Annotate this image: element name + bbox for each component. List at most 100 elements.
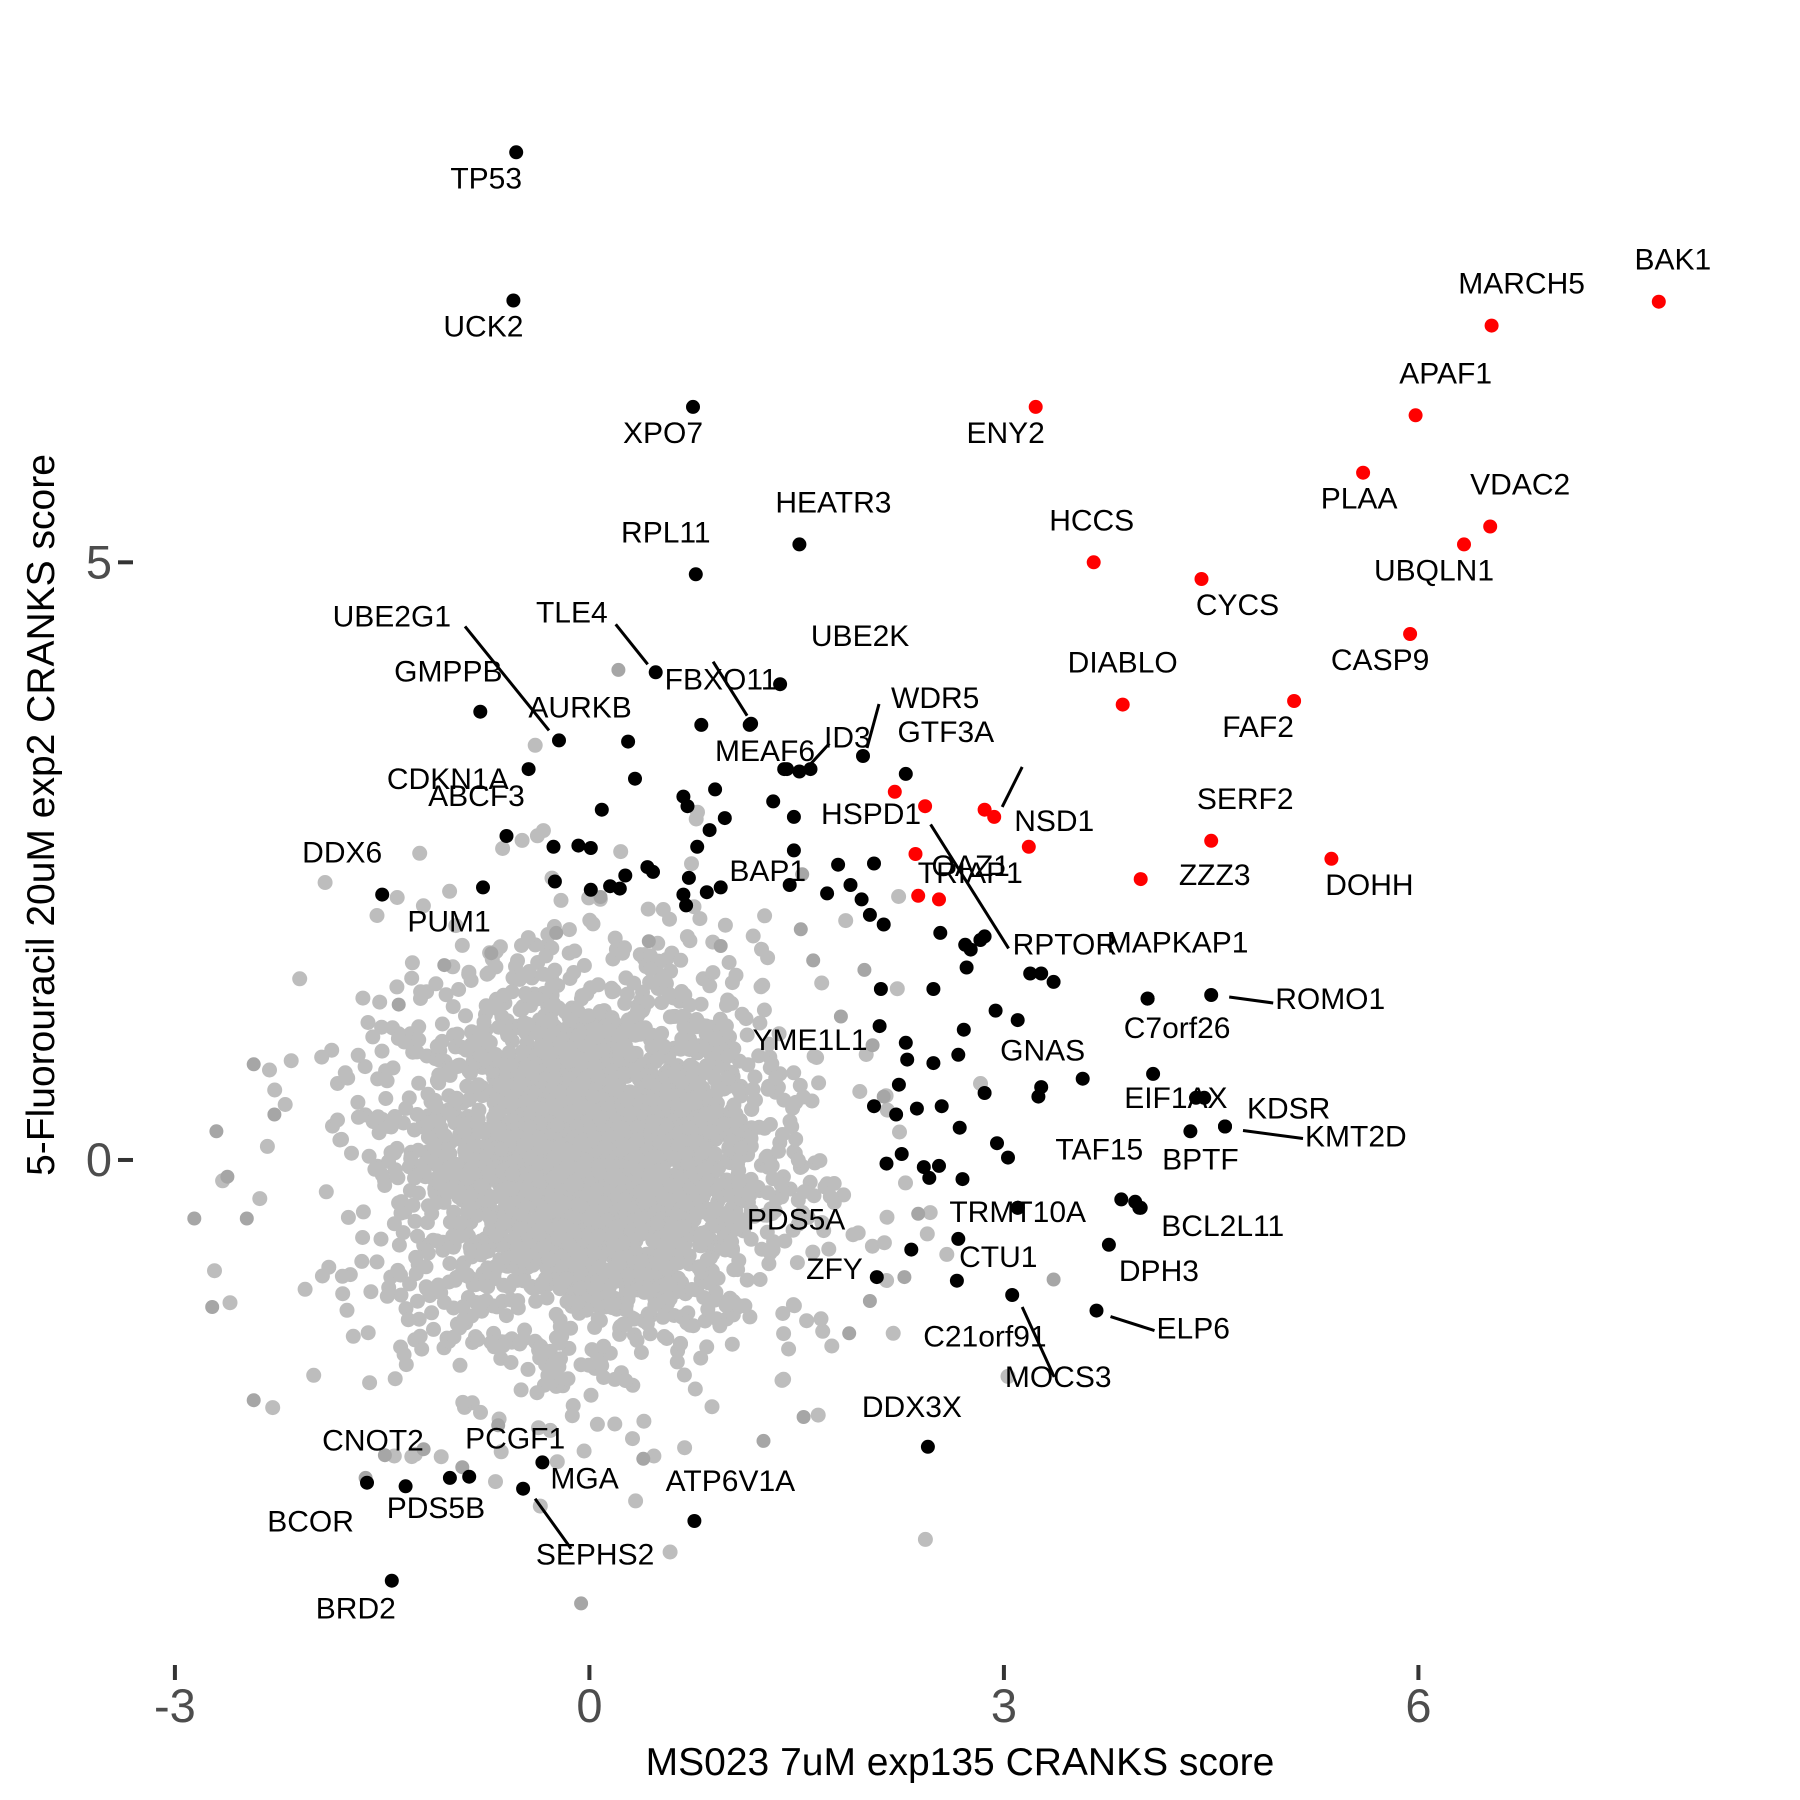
background-point bbox=[590, 1311, 606, 1327]
data-point bbox=[843, 878, 858, 892]
background-point bbox=[613, 844, 629, 860]
x-tick-label: 3 bbox=[991, 1679, 1017, 1732]
background-point bbox=[334, 1268, 350, 1284]
background-point bbox=[662, 911, 677, 927]
background-point bbox=[451, 1189, 467, 1205]
background-point bbox=[632, 1184, 648, 1200]
background-point bbox=[389, 890, 405, 905]
background-point bbox=[409, 1044, 425, 1060]
data-point bbox=[990, 1136, 1004, 1151]
background-point bbox=[1000, 1368, 1016, 1384]
background-point bbox=[581, 1008, 597, 1024]
background-point bbox=[546, 1071, 562, 1087]
background-point bbox=[415, 898, 431, 914]
background-point bbox=[503, 1355, 519, 1370]
data-point bbox=[897, 1270, 912, 1285]
label-sephs2: SEPHS2 bbox=[536, 1539, 654, 1572]
background-point bbox=[350, 1047, 366, 1063]
label-tle4: TLE4 bbox=[536, 596, 608, 629]
background-point bbox=[512, 1221, 528, 1237]
background-point bbox=[734, 1006, 750, 1022]
background-point bbox=[622, 1285, 638, 1301]
data-point bbox=[708, 782, 723, 797]
background-point bbox=[404, 1449, 420, 1465]
background-point bbox=[504, 1181, 520, 1197]
label-zzz3: ZZZ3 bbox=[1179, 859, 1251, 892]
background-point bbox=[373, 1231, 389, 1247]
background-point bbox=[723, 1233, 738, 1249]
point-id3 bbox=[792, 764, 807, 779]
background-point bbox=[811, 1075, 827, 1091]
data-point bbox=[891, 1077, 906, 1092]
background-point bbox=[433, 1067, 449, 1083]
background-point bbox=[616, 1066, 632, 1082]
leader-ube2g1 bbox=[463, 625, 551, 732]
data-point bbox=[209, 1124, 224, 1139]
background-point bbox=[673, 952, 689, 968]
background-point bbox=[876, 1235, 892, 1251]
background-point bbox=[629, 1132, 645, 1148]
background-point bbox=[416, 1163, 432, 1179]
background-point bbox=[805, 1244, 821, 1260]
background-point bbox=[428, 976, 444, 992]
background-point bbox=[752, 1272, 768, 1287]
background-point bbox=[850, 1225, 866, 1241]
data-point bbox=[1046, 1272, 1061, 1287]
background-point bbox=[581, 1035, 597, 1051]
background-point bbox=[494, 1216, 510, 1232]
background-point bbox=[411, 1019, 427, 1035]
background-point bbox=[604, 1074, 620, 1089]
label-abcf3: ABCF3 bbox=[428, 780, 525, 813]
background-point bbox=[470, 1332, 486, 1348]
data-point bbox=[611, 662, 626, 677]
background-point bbox=[583, 1387, 599, 1403]
data-point bbox=[246, 1057, 261, 1072]
label-bcl2l11: BCL2L11 bbox=[1161, 1210, 1284, 1243]
background-point bbox=[476, 1014, 492, 1030]
background-point bbox=[493, 1141, 509, 1157]
data-point bbox=[1001, 1150, 1015, 1165]
background-point bbox=[543, 1202, 559, 1218]
background-point bbox=[461, 966, 477, 982]
label-eny2: ENY2 bbox=[967, 417, 1045, 450]
point-oaz1 bbox=[908, 847, 923, 861]
background-point bbox=[775, 1306, 791, 1321]
background-point bbox=[608, 1273, 624, 1289]
label-gmppb: GMPPB bbox=[394, 656, 502, 689]
data-point bbox=[676, 887, 691, 902]
background-point bbox=[620, 1267, 636, 1283]
data-point bbox=[865, 1038, 880, 1053]
background-point bbox=[458, 1042, 474, 1058]
background-point bbox=[715, 1018, 731, 1034]
background-point bbox=[437, 1128, 453, 1144]
background-point bbox=[455, 1299, 471, 1315]
background-point bbox=[687, 1133, 703, 1149]
background-point bbox=[704, 1399, 720, 1415]
background-point bbox=[407, 1213, 423, 1229]
label-aurkb: AURKB bbox=[528, 692, 631, 725]
background-point bbox=[393, 1287, 409, 1303]
background-point bbox=[617, 1317, 633, 1333]
y-tick-label: 0 bbox=[86, 1133, 112, 1186]
data-point bbox=[437, 958, 452, 973]
background-point bbox=[523, 1186, 539, 1202]
point-hspd1 bbox=[918, 799, 933, 814]
data-point bbox=[1010, 1200, 1025, 1215]
label-leader-lines bbox=[463, 623, 1304, 1550]
point-uck2 bbox=[506, 293, 521, 308]
background-point bbox=[700, 1301, 716, 1317]
leader-kmt2d bbox=[1242, 1129, 1304, 1140]
point-dph3 bbox=[1101, 1237, 1116, 1252]
background-point bbox=[339, 1302, 355, 1318]
leader-fbxo11 bbox=[711, 660, 749, 717]
background-point bbox=[704, 1124, 720, 1140]
data-point bbox=[679, 898, 694, 913]
background-point bbox=[542, 1422, 558, 1438]
background-point bbox=[538, 948, 554, 964]
background-point bbox=[680, 1156, 696, 1172]
background-point bbox=[661, 1192, 677, 1208]
point-yme1l1 bbox=[872, 1019, 887, 1034]
data-point bbox=[977, 1086, 992, 1100]
background-point bbox=[317, 875, 333, 890]
background-point bbox=[561, 922, 577, 938]
